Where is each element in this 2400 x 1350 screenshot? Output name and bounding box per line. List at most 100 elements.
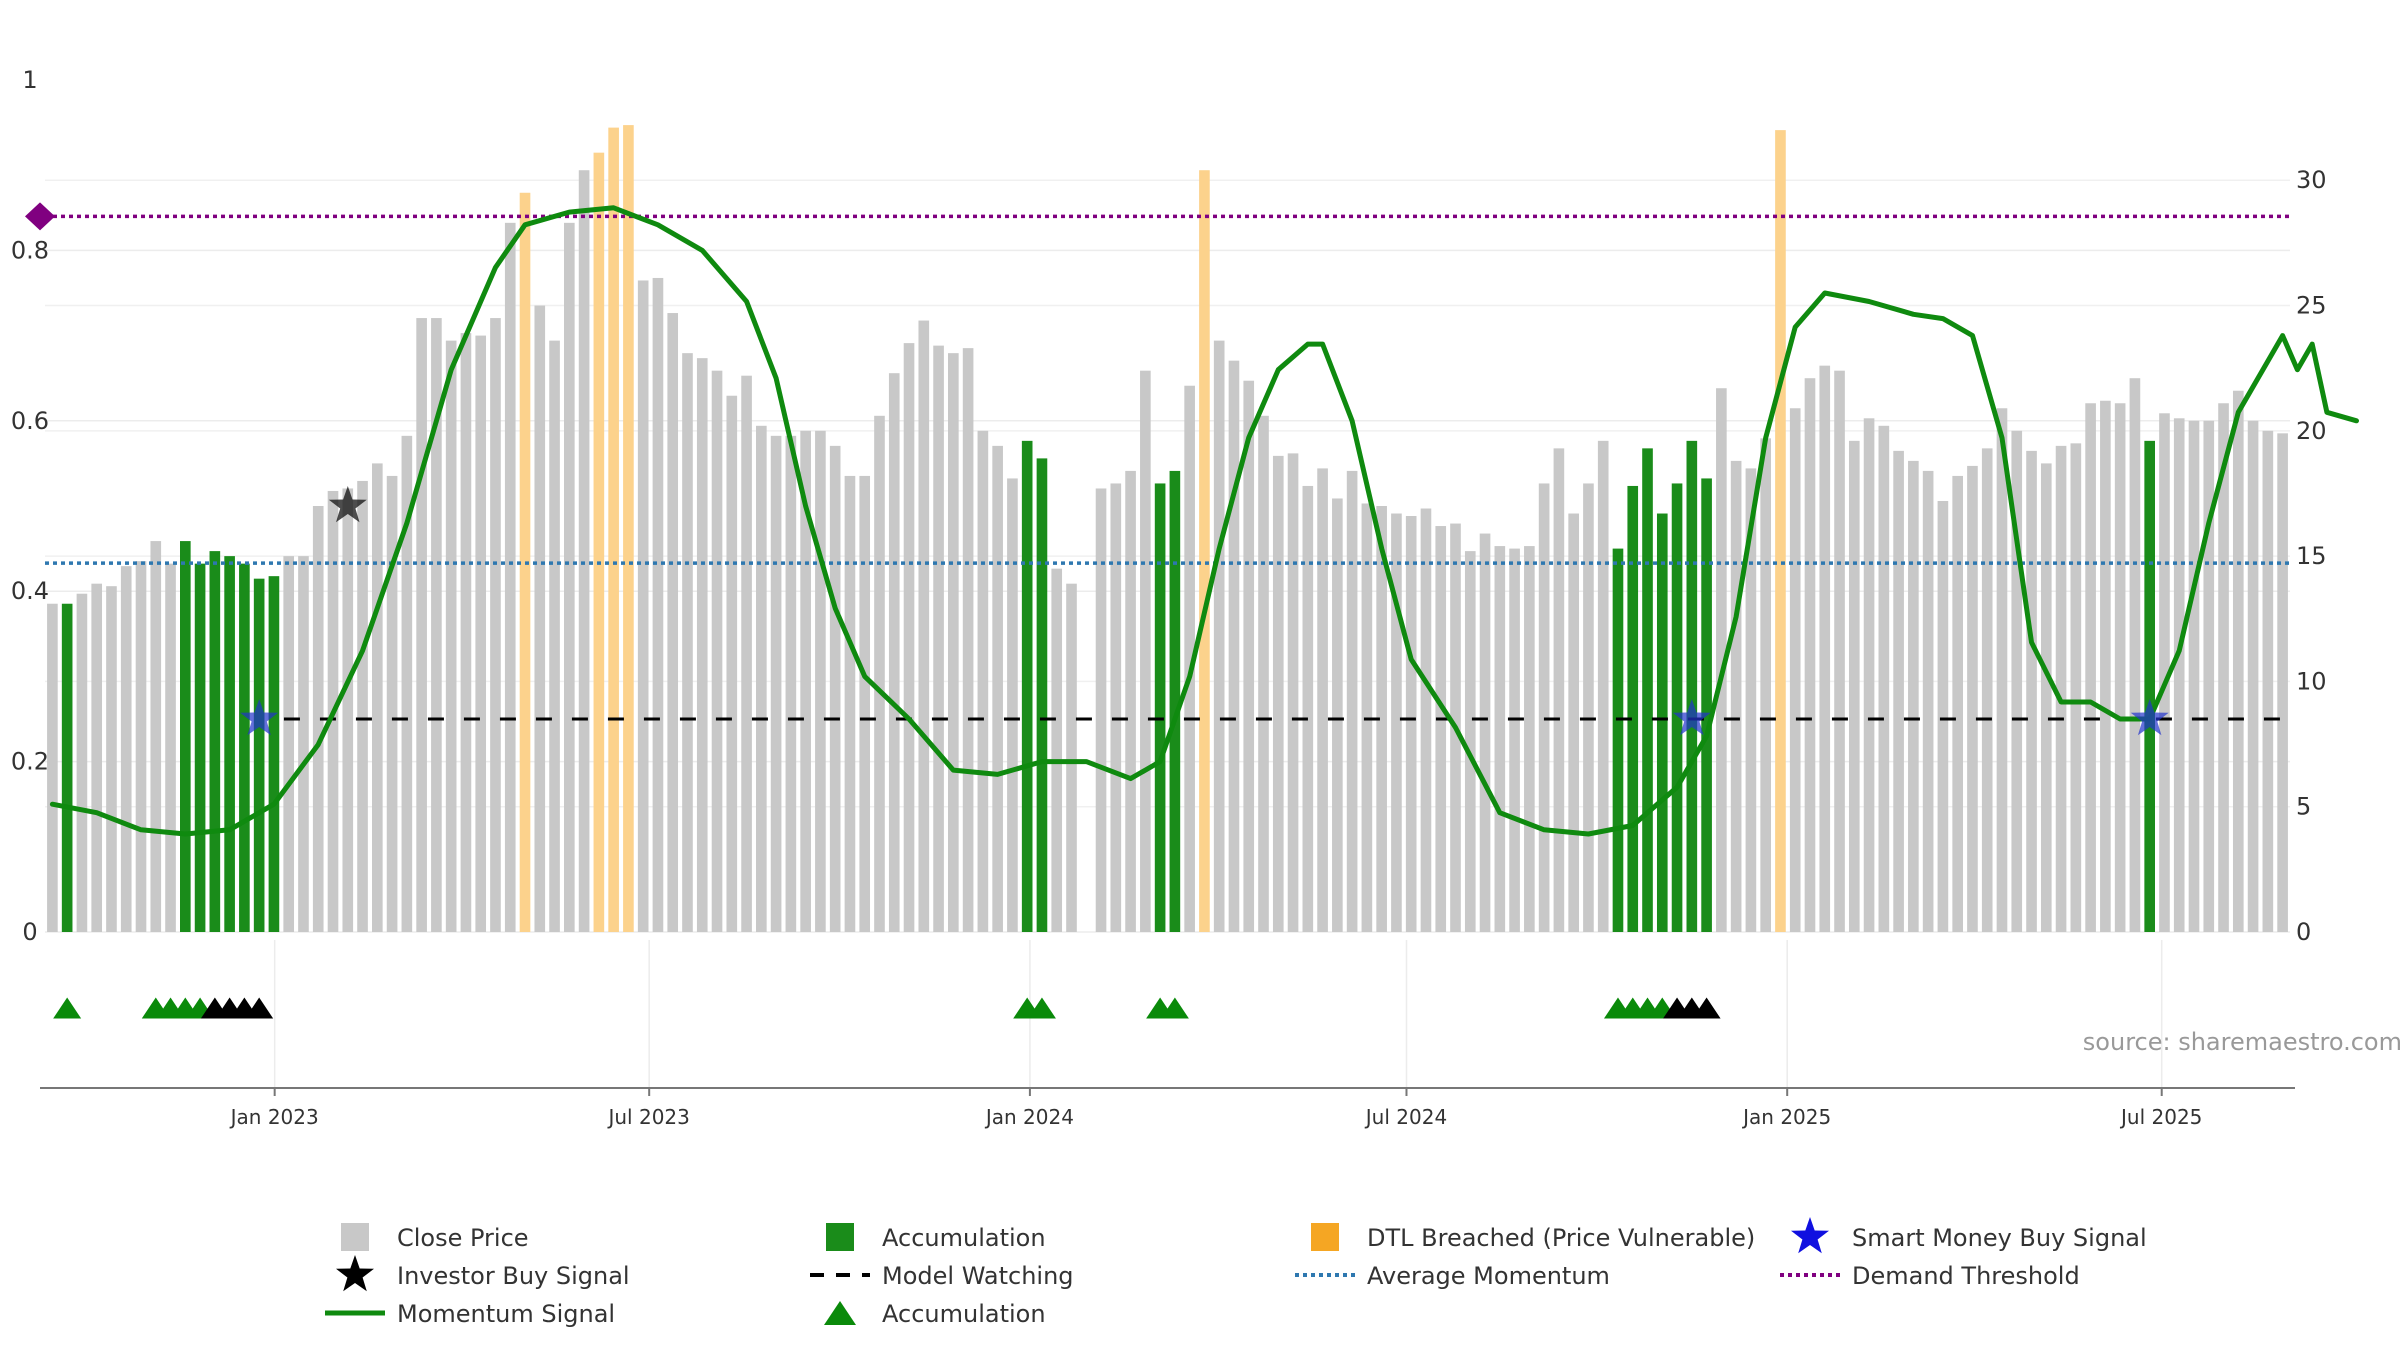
left-axis-ticks: 0 0.2 0.4 0.6 0.8 (11, 236, 49, 946)
close-price-bar (2100, 400, 2111, 932)
close-price-bar (2085, 403, 2096, 932)
close-price-bar (888, 373, 900, 932)
legend-item: Average Momentum (1295, 1262, 1610, 1290)
close-price-bar (1405, 516, 1417, 932)
smart-money-buy-signal-star (1672, 699, 1711, 736)
close-price-bar (1258, 415, 1269, 932)
accumulation-bar (239, 563, 250, 932)
legend-label: Model Watching (882, 1262, 1074, 1290)
close-price-bar (1967, 465, 1978, 932)
smart-money-buy-signal-star (2130, 699, 2169, 736)
close-price-bar (2159, 413, 2170, 932)
legend-star-icon (336, 1255, 374, 1292)
close-price-bar (445, 340, 457, 932)
right-axis-tick-label: 5 (2296, 793, 2311, 821)
close-price-bar (815, 430, 826, 932)
close-price-bar (1051, 568, 1063, 932)
x-axis-tick-label: Jan 2025 (1741, 1105, 1831, 1129)
close-price-bar (1272, 455, 1284, 932)
close-price-bar (1760, 438, 1771, 932)
close-price-bar (1834, 370, 1845, 932)
investor-buy-signal-star (328, 486, 367, 523)
close-price-bar (1376, 506, 1387, 932)
close-price-bar (1908, 460, 1919, 932)
close-price-bar (460, 333, 472, 933)
close-price-bar (874, 415, 885, 932)
legend-label: Close Price (397, 1224, 529, 1252)
close-price-bar (933, 345, 944, 932)
accumulation-bar (1686, 440, 1698, 932)
dtl-breached-bar (593, 152, 605, 933)
close-price-bar (800, 430, 811, 932)
close-price-bar (312, 506, 324, 932)
close-price-bar (1243, 380, 1255, 933)
close-price-bar (2114, 403, 2126, 932)
close-price-bar (637, 280, 649, 933)
legend-triangle-icon (824, 1301, 856, 1325)
legend-label: Demand Threshold (1852, 1262, 2080, 1290)
legend-swatch (1311, 1223, 1339, 1251)
close-price-bar (1066, 583, 1077, 932)
close-price-bar (401, 435, 413, 932)
close-price-bar (1494, 546, 1506, 932)
accumulation-bar (268, 576, 280, 932)
close-price-bar (2040, 463, 2052, 932)
dtl-breached-bar (1775, 130, 1786, 932)
bar-series (47, 125, 2288, 933)
accumulation-bar (253, 578, 265, 932)
legend-label: DTL Breached (Price Vulnerable) (1367, 1224, 1755, 1252)
accumulation-triangles (53, 997, 1721, 1019)
close-price-bar (298, 556, 309, 932)
accumulation-triangle (1160, 997, 1189, 1019)
close-price-bar (2129, 378, 2141, 932)
legend-item: Accumulation (824, 1300, 1046, 1328)
close-price-bar (741, 375, 752, 932)
close-price-bar (1893, 450, 1904, 932)
close-price-bar (1346, 470, 1358, 932)
legend: Close Price Accumulation DTL Breached (Pri… (325, 1217, 2147, 1328)
close-price-bar (696, 358, 708, 932)
dtl-breached-bar (608, 127, 619, 933)
demand-threshold-marker (25, 202, 55, 231)
close-price-bar (682, 353, 693, 932)
close-price-bar (1524, 546, 1535, 932)
close-price-bar (1435, 526, 1447, 932)
close-price-bar (770, 435, 782, 932)
x-axis-tick-label: Jul 2024 (1364, 1105, 1447, 1129)
close-price-bar (1184, 385, 1195, 933)
close-price-bar (1464, 551, 1476, 932)
close-price-bar (1863, 418, 1875, 932)
close-price-bar (1804, 378, 1816, 932)
dtl-breached-bar (623, 125, 634, 933)
right-axis-tick-label: 30 (2296, 166, 2327, 194)
close-price-bar (475, 335, 487, 933)
legend-item: Investor Buy Signal (336, 1255, 630, 1292)
close-price-bar (1952, 475, 1963, 932)
legend-item: Smart Money Buy Signal (1791, 1217, 2147, 1254)
close-price-bar (431, 318, 442, 932)
close-price-bar (1317, 468, 1328, 932)
close-price-bar (977, 430, 989, 932)
close-price-bar (564, 222, 575, 933)
close-price-bar (106, 586, 117, 932)
close-price-bar (1568, 513, 1579, 932)
accumulation-bar (1671, 483, 1683, 932)
close-price-bar (1583, 483, 1594, 932)
left-axis-tick-label: 0 (22, 918, 37, 946)
close-price-bar (667, 313, 679, 932)
close-price-bar (2026, 450, 2037, 932)
legend-item: Momentum Signal (325, 1300, 615, 1328)
accumulation-bar (1642, 448, 1653, 932)
close-price-bar (1848, 440, 1860, 932)
close-price-bar (549, 340, 560, 932)
close-price-bar (504, 222, 516, 933)
legend-swatch (341, 1223, 369, 1251)
right-axis-tick-label: 0 (2296, 918, 2311, 946)
close-price-bar (1302, 485, 1314, 932)
accumulation-bar (1612, 548, 1624, 932)
close-price-bar (1716, 388, 1727, 933)
axes: 1 (22, 66, 2295, 1089)
accumulation-bar (2144, 440, 2155, 932)
signal-markers (240, 486, 2169, 736)
close-price-bar (1819, 365, 1831, 932)
